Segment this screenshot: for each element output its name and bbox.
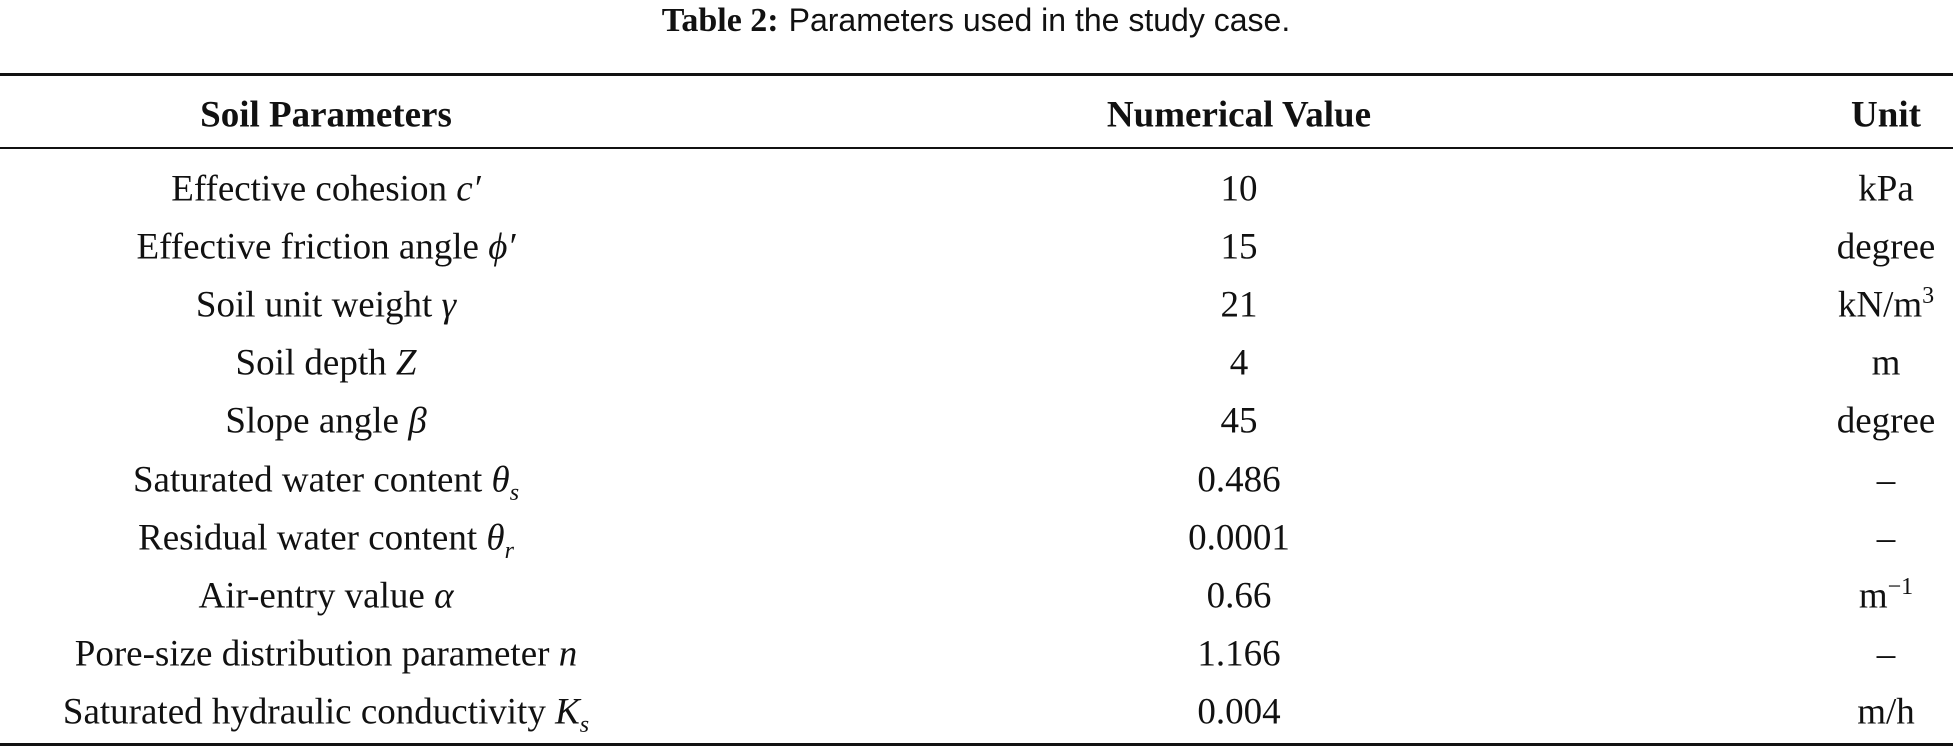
parameter-name: Effective friction angle <box>136 226 479 268</box>
value-cell: 45 <box>1220 400 1258 442</box>
symbol: K <box>555 691 580 733</box>
symbol: β <box>408 400 427 442</box>
parameter-name: Slope angle <box>225 400 399 442</box>
parameter-cell: Residual water content θr <box>138 517 514 562</box>
value-cell: 4 <box>1229 342 1249 384</box>
parameter-symbol: γ <box>442 285 457 326</box>
unit: – <box>1876 633 1896 675</box>
symbol: γ <box>441 284 457 326</box>
header-rule <box>0 147 1953 149</box>
parameter-cell: Saturated water content θs <box>132 459 520 504</box>
symbol: Z <box>395 342 417 384</box>
unit-cell: – <box>1877 519 1896 556</box>
parameter-cell: Slope angle β <box>225 403 426 440</box>
unit-cell: m <box>1872 345 1901 382</box>
parameter-cell: Effective cohesion c′ <box>171 171 480 208</box>
parameter-symbol: ϕ′ <box>488 227 515 268</box>
parameter-cell: Air-entry value α <box>199 577 454 614</box>
column-header: Soil Parameters <box>200 94 452 136</box>
caption-text: Parameters used in the study case. <box>788 2 1291 38</box>
value-cell: 10 <box>1220 168 1258 210</box>
column-header: Numerical Value <box>1106 94 1372 136</box>
parameter-cell: Soil unit weight γ <box>196 287 456 324</box>
parameter-symbol: n <box>559 633 578 674</box>
symbol: c′ <box>456 168 481 210</box>
symbol: ϕ′ <box>488 226 516 268</box>
parameter-name: Air-entry value <box>198 575 425 617</box>
parameter-name: Residual water content <box>138 517 478 559</box>
column-header: Unit <box>1851 94 1921 136</box>
unit-superscript: −1 <box>1887 573 1914 600</box>
unit: – <box>1876 459 1896 500</box>
unit-cell: – <box>1877 461 1896 498</box>
unit: m <box>1858 575 1888 617</box>
unit-cell: degree <box>1837 229 1936 266</box>
parameter-symbol: α <box>434 575 453 616</box>
parameter-name: Effective cohesion <box>171 168 447 210</box>
caption-label: Table 2: <box>661 2 779 39</box>
top-rule <box>0 73 1953 76</box>
parameter-cell: Soil depth Z <box>236 345 417 382</box>
unit: kN/m <box>1837 284 1923 326</box>
symbol: n <box>558 633 578 675</box>
parameter-symbol: θr <box>486 517 514 562</box>
unit-cell: m−1 <box>1858 573 1914 617</box>
unit-cell: kPa <box>1858 171 1914 208</box>
symbol-subscript: r <box>504 537 514 564</box>
value-cell: 0.004 <box>1197 691 1281 733</box>
parameter-cell: Pore-size distribution parameter n <box>75 635 577 672</box>
unit: degree <box>1836 226 1936 268</box>
unit-cell: kN/m3 <box>1837 284 1934 326</box>
symbol: α <box>434 575 454 617</box>
value-cell: 0.0001 <box>1188 517 1290 559</box>
unit-cell: degree <box>1837 403 1936 440</box>
parameter-symbol: Z <box>396 343 417 384</box>
parameter-name: Pore-size distribution parameter <box>74 633 550 675</box>
parameter-cell: Effective friction angle ϕ′ <box>137 229 516 266</box>
parameter-name: Saturated water content <box>132 459 483 500</box>
parameter-symbol: c′ <box>456 169 481 210</box>
unit: – <box>1876 517 1896 559</box>
parameter-name: Soil unit weight <box>195 284 433 326</box>
value-cell: 15 <box>1220 226 1258 268</box>
unit: kPa <box>1858 168 1914 210</box>
unit-superscript: 3 <box>1922 283 1935 310</box>
caption: Table 2: Parameters used in the study cas… <box>662 2 1290 40</box>
parameter-symbol: θs <box>491 459 520 504</box>
parameter-symbol: Ks <box>555 691 589 736</box>
value-cell: 0.486 <box>1197 459 1281 500</box>
value-cell: 21 <box>1220 284 1258 326</box>
symbol: θ <box>486 517 505 559</box>
parameter-cell: Saturated hydraulic conductivity Ks <box>62 691 589 736</box>
unit: m/h <box>1857 691 1915 733</box>
symbol-subscript: s <box>509 479 520 506</box>
value-cell: 1.166 <box>1197 633 1281 675</box>
symbol: θ <box>491 459 510 500</box>
unit: degree <box>1836 400 1936 442</box>
unit-cell: m/h <box>1857 693 1915 730</box>
value-cell: 0.66 <box>1206 575 1272 617</box>
unit-cell: – <box>1877 635 1896 672</box>
unit: m <box>1871 342 1901 384</box>
bottom-rule <box>0 743 1953 746</box>
parameter-name: Saturated hydraulic conductivity <box>62 691 546 733</box>
symbol-subscript: s <box>579 711 590 738</box>
parameter-name: Soil depth <box>235 342 387 384</box>
parameter-symbol: β <box>408 401 426 442</box>
